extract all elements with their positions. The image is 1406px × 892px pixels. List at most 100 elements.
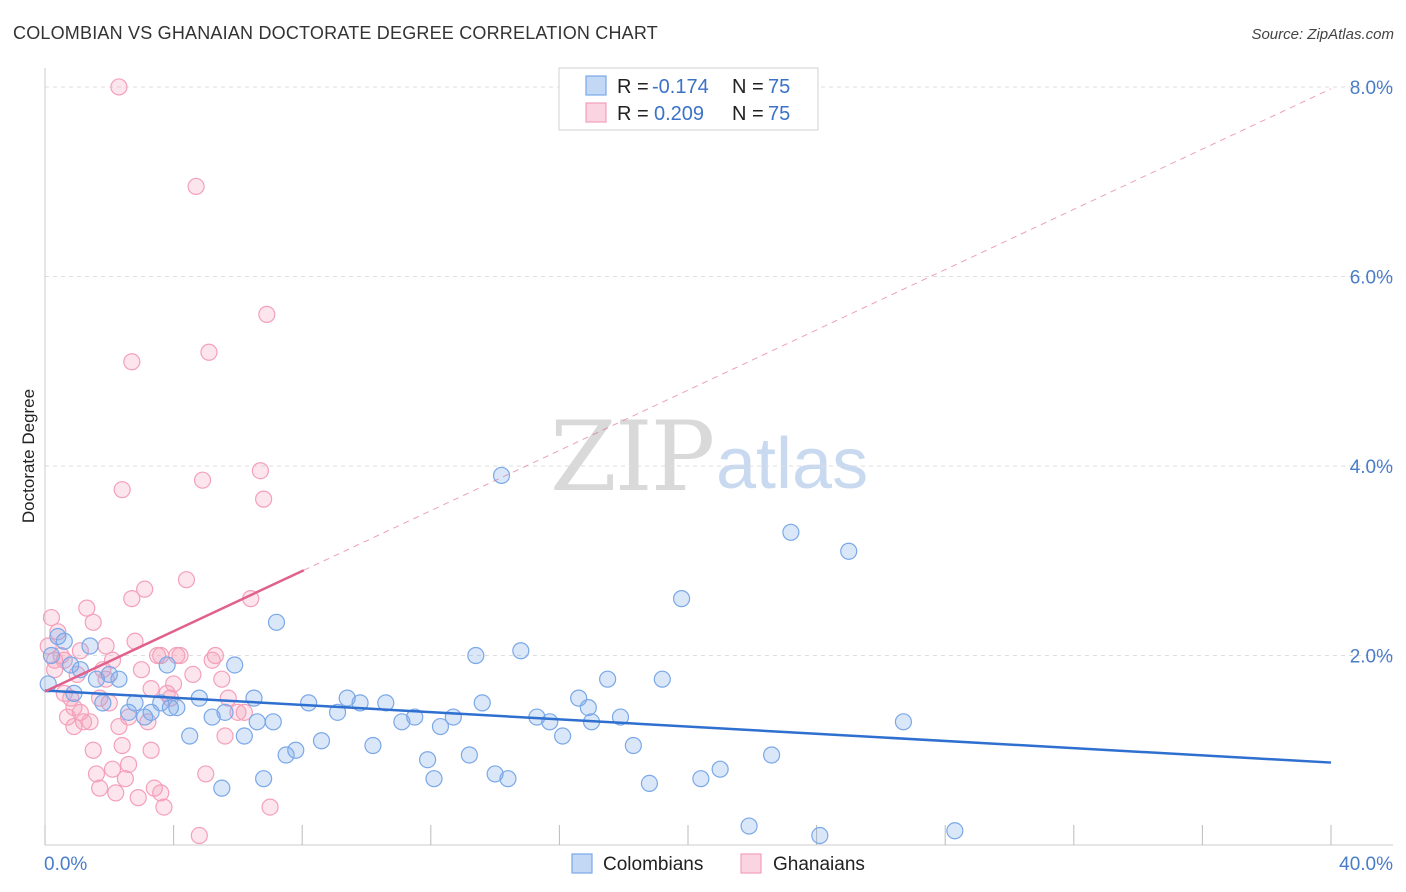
legend-n-value-colombians: 75	[768, 76, 790, 98]
point-ghanaians-20	[103, 760, 122, 778]
point-ghanaians-25	[119, 755, 138, 774]
point-colombians-37	[431, 717, 450, 736]
point-ghanaians-68	[97, 637, 115, 655]
point-colombians-18	[203, 708, 221, 726]
point-colombians-74	[579, 699, 597, 717]
trend-line-colombians	[44, 689, 1332, 764]
chart-source: Source: ZipAtlas.com	[1251, 26, 1394, 43]
point-ghanaians-21	[107, 784, 125, 802]
point-colombians-62	[894, 713, 913, 731]
point-colombians-7	[94, 694, 112, 712]
legend-n-label-colombians: N =	[732, 76, 764, 98]
bottom-legend-swatch-ghanaians[interactable]	[740, 853, 762, 874]
point-ghanaians-7	[62, 689, 80, 707]
point-colombians-38	[444, 708, 462, 726]
point-ghanaians-46	[203, 651, 221, 669]
point-colombians-32	[364, 736, 382, 755]
bottom-legend: Colombians Ghanaians	[571, 853, 865, 875]
point-ghanaians-23	[113, 736, 131, 755]
point-colombians-52	[640, 774, 659, 793]
bottom-legend-swatch-colombians[interactable]	[571, 853, 593, 874]
point-ghanaians-66	[142, 680, 160, 698]
point-colombians-60	[811, 826, 829, 845]
point-ghanaians-31	[139, 713, 157, 731]
bottom-legend-label-colombians[interactable]: Colombians	[603, 854, 703, 875]
point-ghanaians-50	[229, 703, 247, 721]
point-colombians-67	[248, 713, 266, 731]
point-ghanaians-16	[91, 779, 109, 797]
point-colombians-43	[512, 642, 530, 660]
point-ghanaians-15	[87, 765, 106, 783]
point-colombians-16	[181, 727, 199, 745]
bottom-legend-label-ghanaians[interactable]: Ghanaians	[773, 854, 865, 875]
point-ghanaians-1	[42, 608, 61, 627]
legend-r-value-ghanaians: 0.209	[654, 103, 704, 125]
chart-title: COLOMBIAN VS GHANAIAN DOCTORATE DEGREE C…	[13, 23, 658, 43]
point-ghanaians-64	[84, 613, 102, 631]
point-colombians-72	[267, 613, 286, 631]
point-colombians-63	[946, 822, 964, 840]
point-ghanaians-26	[123, 590, 141, 608]
point-colombians-55	[692, 770, 710, 788]
point-ghanaians-70	[46, 661, 64, 679]
watermark-atlas: atlas	[716, 424, 868, 504]
y-axis-label: Doctorate Degree	[19, 389, 38, 523]
point-ghanaians-42	[184, 665, 202, 684]
point-colombians-36	[418, 751, 437, 769]
point-ghanaians-49	[219, 689, 237, 707]
point-colombians-46	[554, 727, 572, 745]
x-tick-label-1: 40.0%	[1339, 854, 1393, 875]
point-colombians-10	[126, 694, 144, 712]
point-colombians-26	[287, 741, 305, 759]
point-ghanaians-43	[190, 826, 208, 845]
y-tick-label-2: 6.0%	[1350, 267, 1393, 288]
point-colombians-49	[599, 670, 617, 688]
point-colombians-14	[158, 656, 176, 674]
point-colombians-21	[235, 727, 253, 745]
point-ghanaians-45	[197, 765, 215, 783]
point-colombians-4	[62, 656, 80, 674]
point-colombians-70	[87, 670, 106, 688]
point-ghanaians-30	[136, 580, 154, 598]
point-colombians-71	[161, 699, 179, 717]
watermark-zip: ZIP	[550, 401, 713, 513]
point-ghanaians-41	[177, 571, 196, 589]
point-colombians-53	[653, 670, 671, 688]
point-colombians-24	[264, 713, 282, 731]
point-ghanaians-48	[213, 670, 231, 688]
point-colombians-41	[486, 765, 504, 783]
point-ghanaians-54	[261, 798, 279, 816]
y-tick-label-3: 8.0%	[1350, 78, 1393, 99]
point-ghanaians-59	[110, 78, 128, 96]
point-ghanaians-28	[129, 789, 147, 807]
point-ghanaians-11	[74, 713, 93, 731]
point-colombians-59	[782, 523, 800, 541]
point-colombians-64	[467, 646, 485, 665]
point-colombians-54	[672, 590, 691, 608]
gridlines	[45, 86, 1393, 656]
point-colombians-19	[216, 703, 234, 721]
point-colombians-25	[277, 746, 295, 764]
point-ghanaians-44	[193, 471, 212, 489]
point-colombians-9	[119, 703, 138, 721]
point-colombians-51	[624, 736, 642, 755]
point-colombians-15	[168, 699, 186, 717]
point-ghanaians-60	[113, 481, 131, 499]
point-colombians-34	[393, 713, 411, 731]
series-colombians-points	[39, 466, 964, 845]
legend-r-label-colombians: R =	[617, 76, 649, 98]
point-colombians-56	[711, 760, 729, 778]
point-ghanaians-73	[152, 784, 170, 802]
point-ghanaians-61	[251, 462, 270, 480]
point-colombians-28	[312, 732, 331, 750]
trend-line-ghanaians-extension	[303, 88, 1332, 571]
point-ghanaians-6	[58, 708, 77, 726]
point-ghanaians-39	[165, 675, 183, 693]
point-ghanaians-47	[206, 646, 224, 665]
point-colombians-45	[541, 713, 559, 731]
point-ghanaians-63	[65, 699, 83, 717]
x-tick-label-0: 0.0%	[44, 854, 87, 875]
point-ghanaians-24	[116, 770, 134, 788]
point-colombians-3	[55, 632, 73, 650]
point-ghanaians-74	[216, 727, 234, 745]
